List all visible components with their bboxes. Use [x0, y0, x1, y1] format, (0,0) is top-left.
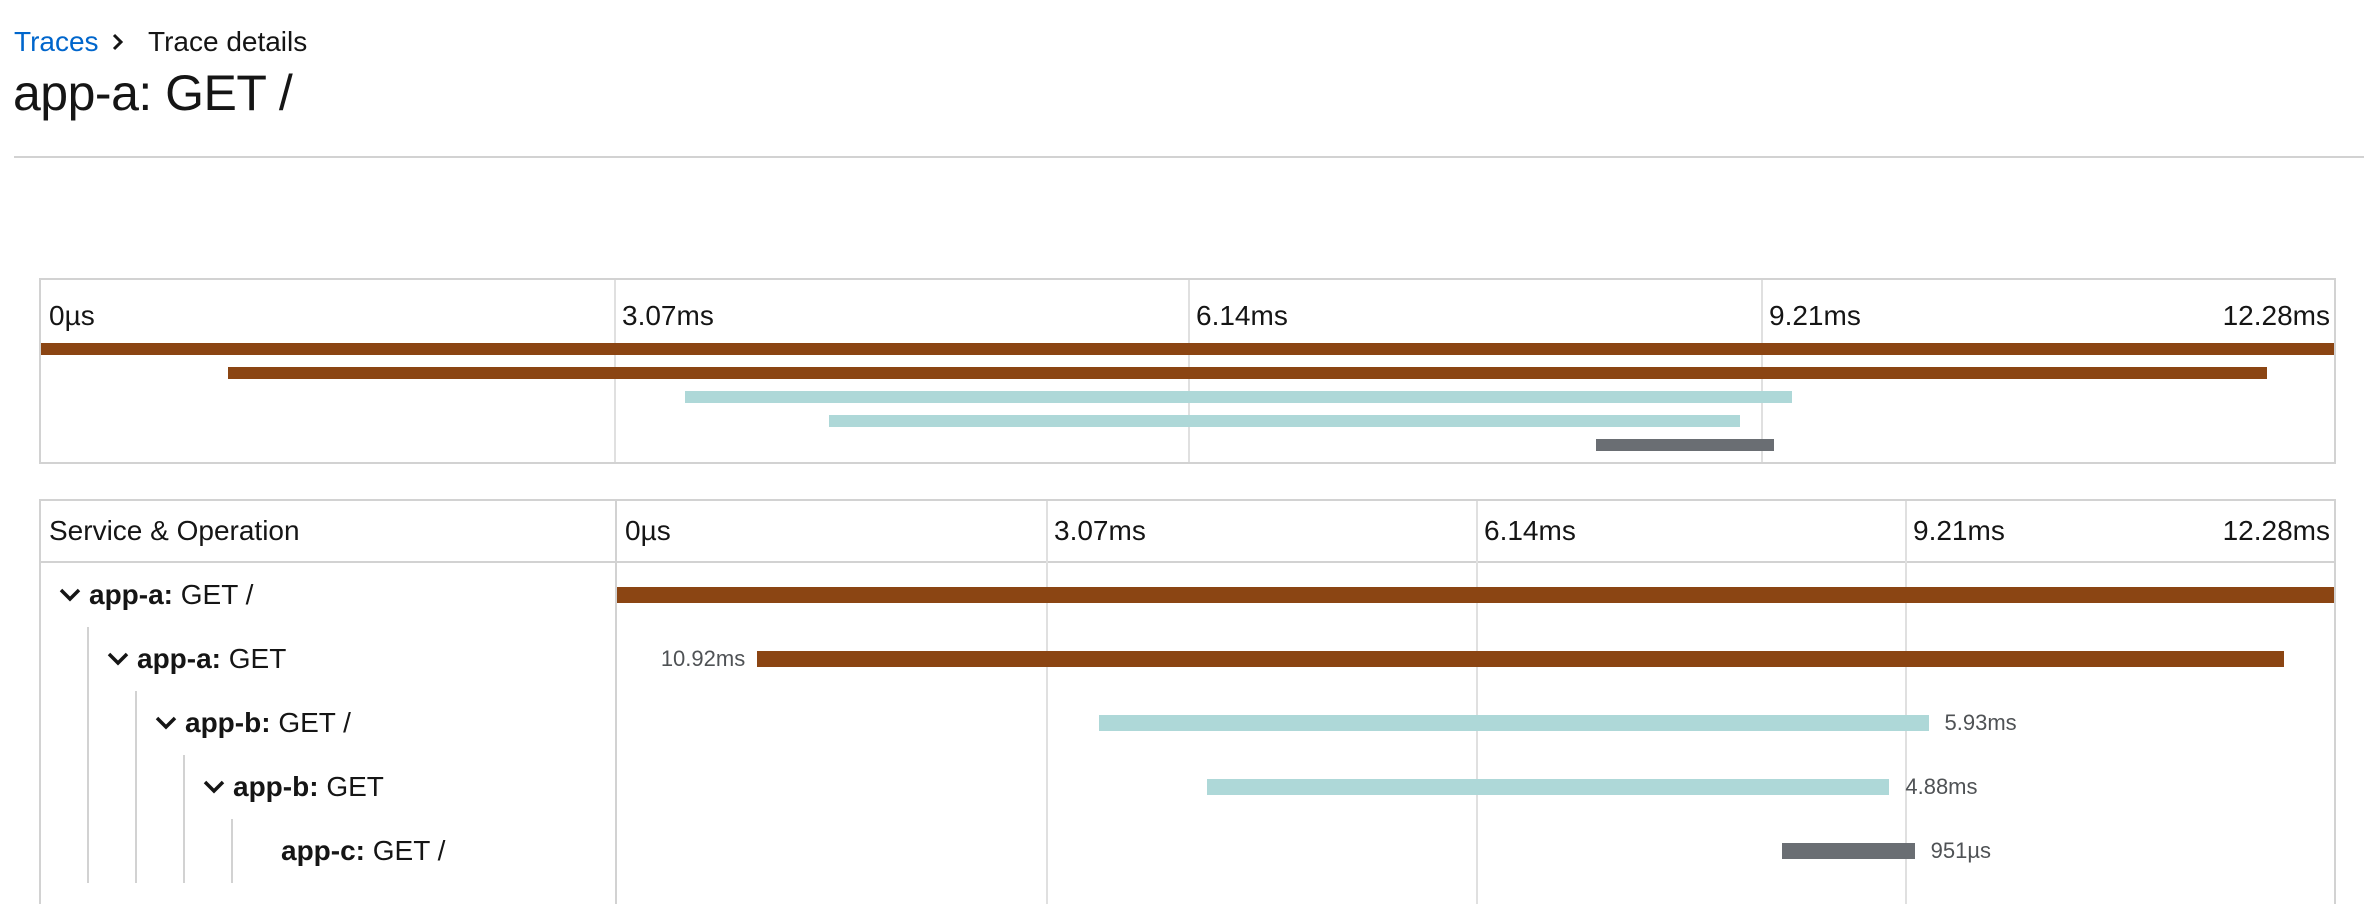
- span-row[interactable]: app-a: GET: [41, 627, 615, 691]
- minimap-tick-label: 12.28ms: [2222, 300, 2330, 331]
- minimap-span-bar: [1596, 439, 1774, 451]
- tree-indent-line: [183, 755, 185, 819]
- span-service-operation[interactable]: app-b: GET /: [185, 703, 351, 743]
- chevron-down-icon[interactable]: [105, 646, 131, 672]
- minimap-tick-label: 6.14ms: [1196, 300, 1288, 331]
- header-divider: [14, 156, 2364, 158]
- breadcrumb-traces-link[interactable]: Traces: [14, 26, 99, 57]
- trace-detail-table: Service & Operation 0µs 3.07ms 6.14ms 9.21m…: [39, 499, 2336, 904]
- tree-indent-line: [231, 819, 233, 883]
- span-operation-name: GET: [326, 771, 384, 802]
- tree-indent-line: [87, 819, 89, 883]
- tree-indent-line: [183, 819, 185, 883]
- timeline-tick-label: 12.28ms: [2222, 515, 2330, 546]
- span-row[interactable]: app-b: GET /: [41, 691, 615, 755]
- span-duration-label: 5.93ms: [1944, 710, 2017, 735]
- span-row[interactable]: app-a: GET /: [41, 563, 615, 627]
- span-bar[interactable]: [756, 651, 2284, 667]
- minimap-span-bar: [227, 367, 2267, 379]
- span-bar[interactable]: [617, 587, 2334, 603]
- minimap-tick-label: 9.21ms: [1769, 300, 1861, 331]
- tree-indent-line: [135, 691, 137, 755]
- minimap-span-bar: [41, 343, 2334, 355]
- timeline-tick-label: 6.14ms: [1484, 515, 1576, 546]
- span-service-operation[interactable]: app-a: GET: [137, 639, 286, 679]
- tree-indent-line: [87, 627, 89, 691]
- minimap-span-bar: [685, 391, 1793, 403]
- trace-minimap[interactable]: 0µs 3.07ms 6.14ms 9.21ms 12.28ms: [39, 278, 2336, 464]
- tree-indent-line: [87, 755, 89, 819]
- timeline-gridline: [1476, 501, 1478, 904]
- span-row[interactable]: app-b: GET: [41, 755, 615, 819]
- span-service-name: app-a:: [89, 579, 173, 610]
- minimap-tick-label: 0µs: [49, 300, 95, 331]
- breadcrumb-current: Trace details: [148, 26, 308, 57]
- span-operation-name: GET /: [278, 707, 351, 738]
- chevron-down-icon[interactable]: [153, 710, 179, 736]
- chevron-right-icon: [112, 33, 124, 51]
- timeline-gridline: [1905, 501, 1907, 904]
- span-bar[interactable]: [1207, 779, 1890, 795]
- tree-indent-line: [135, 819, 137, 883]
- chevron-down-icon[interactable]: [201, 774, 227, 800]
- span-operation-name: GET /: [372, 835, 446, 866]
- span-duration-label: 4.88ms: [1905, 774, 1978, 799]
- minimap-tick-label: 3.07ms: [622, 300, 714, 331]
- service-operation-header: Service & Operation: [49, 515, 300, 546]
- span-service-name: app-b:: [185, 707, 271, 738]
- span-service-name: app-b:: [233, 771, 319, 802]
- timeline-tick-label: 3.07ms: [1054, 515, 1146, 546]
- tree-indent-line: [87, 691, 89, 755]
- timeline-tick-label: 0µs: [625, 515, 671, 546]
- chevron-down-icon[interactable]: [57, 582, 83, 608]
- span-operation-name: GET /: [180, 579, 254, 610]
- span-duration-label: 951µs: [1930, 838, 1992, 863]
- span-service-operation[interactable]: app-b: GET: [233, 767, 384, 807]
- span-bar[interactable]: [1781, 843, 1915, 859]
- span-service-name: app-a:: [137, 643, 221, 674]
- timeline-gridline: [1046, 501, 1048, 904]
- column-divider: [615, 501, 617, 904]
- tree-indent-line: [135, 755, 137, 819]
- span-service-name: app-c:: [281, 835, 365, 866]
- span-service-operation[interactable]: app-c: GET /: [281, 831, 445, 871]
- span-bar[interactable]: [1099, 715, 1929, 731]
- table-header: Service & Operation 0µs 3.07ms 6.14ms 9.21m…: [41, 501, 2334, 563]
- page-title: app-a: GET /: [13, 65, 293, 121]
- span-row[interactable]: app-c: GET /: [41, 819, 615, 883]
- span-operation-name: GET: [228, 643, 287, 674]
- span-duration-label: 10.92ms: [660, 646, 746, 671]
- minimap-span-bar: [828, 415, 1741, 427]
- span-service-operation[interactable]: app-a: GET /: [89, 575, 253, 615]
- timeline-tick-label: 9.21ms: [1913, 515, 2005, 546]
